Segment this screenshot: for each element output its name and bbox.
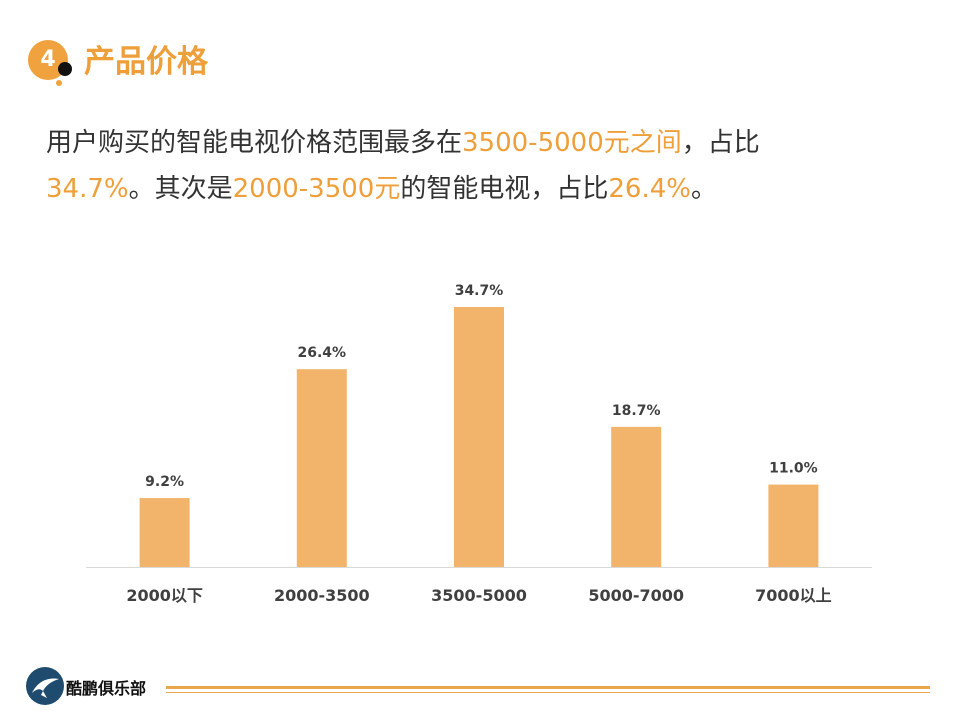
bird-logo-icon <box>26 667 64 705</box>
category-label-4: 5000-7000 <box>588 586 684 605</box>
section-title: 产品价格 <box>84 44 208 80</box>
section-header: 4 产品价格 <box>28 38 328 88</box>
category-label-2: 2000-3500 <box>274 586 370 605</box>
bar-3 <box>454 307 504 567</box>
category-label-1: 2000以下 <box>126 586 203 605</box>
footer-divider <box>166 686 930 689</box>
bar-2 <box>296 369 347 567</box>
data-label-4: 18.7% <box>612 403 661 419</box>
data-label-2: 26.4% <box>298 345 347 361</box>
bar-4 <box>611 426 662 567</box>
badge-small-dot-icon <box>56 80 62 86</box>
summary-part-2: ，占比 <box>681 128 760 158</box>
footer-brand-name: 酷鹏俱乐部 <box>66 679 147 698</box>
category-label-3: 3500-5000 <box>431 586 527 605</box>
summary-part-4: 的智能电视，占比 <box>400 174 609 204</box>
bar-5 <box>768 484 819 567</box>
summary-highlight-share-1: 34.7% <box>46 174 129 204</box>
footer-divider-thin <box>166 692 930 693</box>
data-label-1: 9.2% <box>145 474 184 490</box>
data-label-5: 11.0% <box>769 461 818 477</box>
summary-highlight-range-2: 2000-3500元 <box>232 174 401 204</box>
section-number-badge: 4 <box>28 40 68 80</box>
summary-part-1: 用户购买的智能电视价格范围最多在 <box>46 128 463 158</box>
footer-logo: 酷鹏俱乐部 <box>26 667 176 707</box>
summary-highlight-share-2: 26.4% <box>608 174 691 204</box>
badge-dot-icon <box>58 62 72 76</box>
summary-part-5: 。 <box>690 174 717 204</box>
summary-part-3: 。其次是 <box>128 174 233 204</box>
summary-highlight-range-1: 3500-5000元之间 <box>462 128 682 158</box>
bar-1 <box>139 498 190 567</box>
data-label-3: 34.7% <box>455 283 504 299</box>
summary-text: 用户购买的智能电视价格范围最多在3500-5000元之间，占比 34.7%。其次是… <box>46 120 926 212</box>
category-label-5: 7000以上 <box>755 586 832 605</box>
